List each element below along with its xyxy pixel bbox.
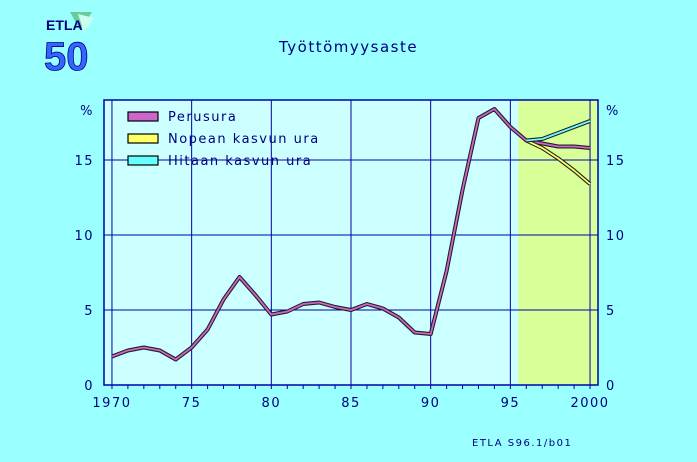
source-code: ETLA S96.1/b01 bbox=[472, 438, 573, 449]
logo-etla-text: ETLA bbox=[46, 17, 83, 33]
legend-swatch-1 bbox=[127, 133, 159, 144]
x-tick-label: 85 bbox=[341, 396, 361, 411]
x-tick-label: 75 bbox=[182, 396, 202, 411]
y-tick-label-left: 0 bbox=[84, 379, 94, 394]
y-tick-label-left: 15 bbox=[74, 154, 94, 169]
y-tick-label-right: 0 bbox=[606, 379, 616, 394]
y-unit-label-right: % bbox=[606, 104, 620, 119]
legend-label-1: Nopean kasvun ura bbox=[168, 132, 320, 147]
etla-50-logo: ETLA 50 bbox=[44, 12, 94, 76]
x-tick-label: 95 bbox=[501, 396, 521, 411]
y-tick-label-right: 10 bbox=[606, 229, 626, 244]
chart-title: Työttömyysaste bbox=[278, 38, 419, 56]
y-tick-label-left: 10 bbox=[74, 229, 94, 244]
y-tick-label-right: 5 bbox=[606, 304, 616, 319]
series-line-1 bbox=[525, 139, 591, 185]
y-unit-label-left: % bbox=[80, 104, 94, 119]
logo-50-text: 50 bbox=[44, 35, 89, 76]
y-tick-label-right: 15 bbox=[606, 154, 626, 169]
series-line-2 bbox=[526, 120, 591, 142]
legend-label-0: Perusura bbox=[168, 110, 237, 125]
x-tick-label: 2000 bbox=[570, 396, 609, 411]
logo-triangle-white bbox=[78, 14, 94, 32]
x-tick-label: 80 bbox=[262, 396, 282, 411]
x-tick-label: 90 bbox=[421, 396, 441, 411]
legend-swatch-0 bbox=[127, 111, 159, 122]
legend-label-2: Hitaan kasvun ura bbox=[168, 154, 312, 169]
series-line-0 bbox=[111, 108, 591, 361]
x-tick-label: 1970 bbox=[92, 396, 131, 411]
y-tick-label-left: 5 bbox=[84, 304, 94, 319]
legend-swatch-2 bbox=[127, 155, 159, 166]
